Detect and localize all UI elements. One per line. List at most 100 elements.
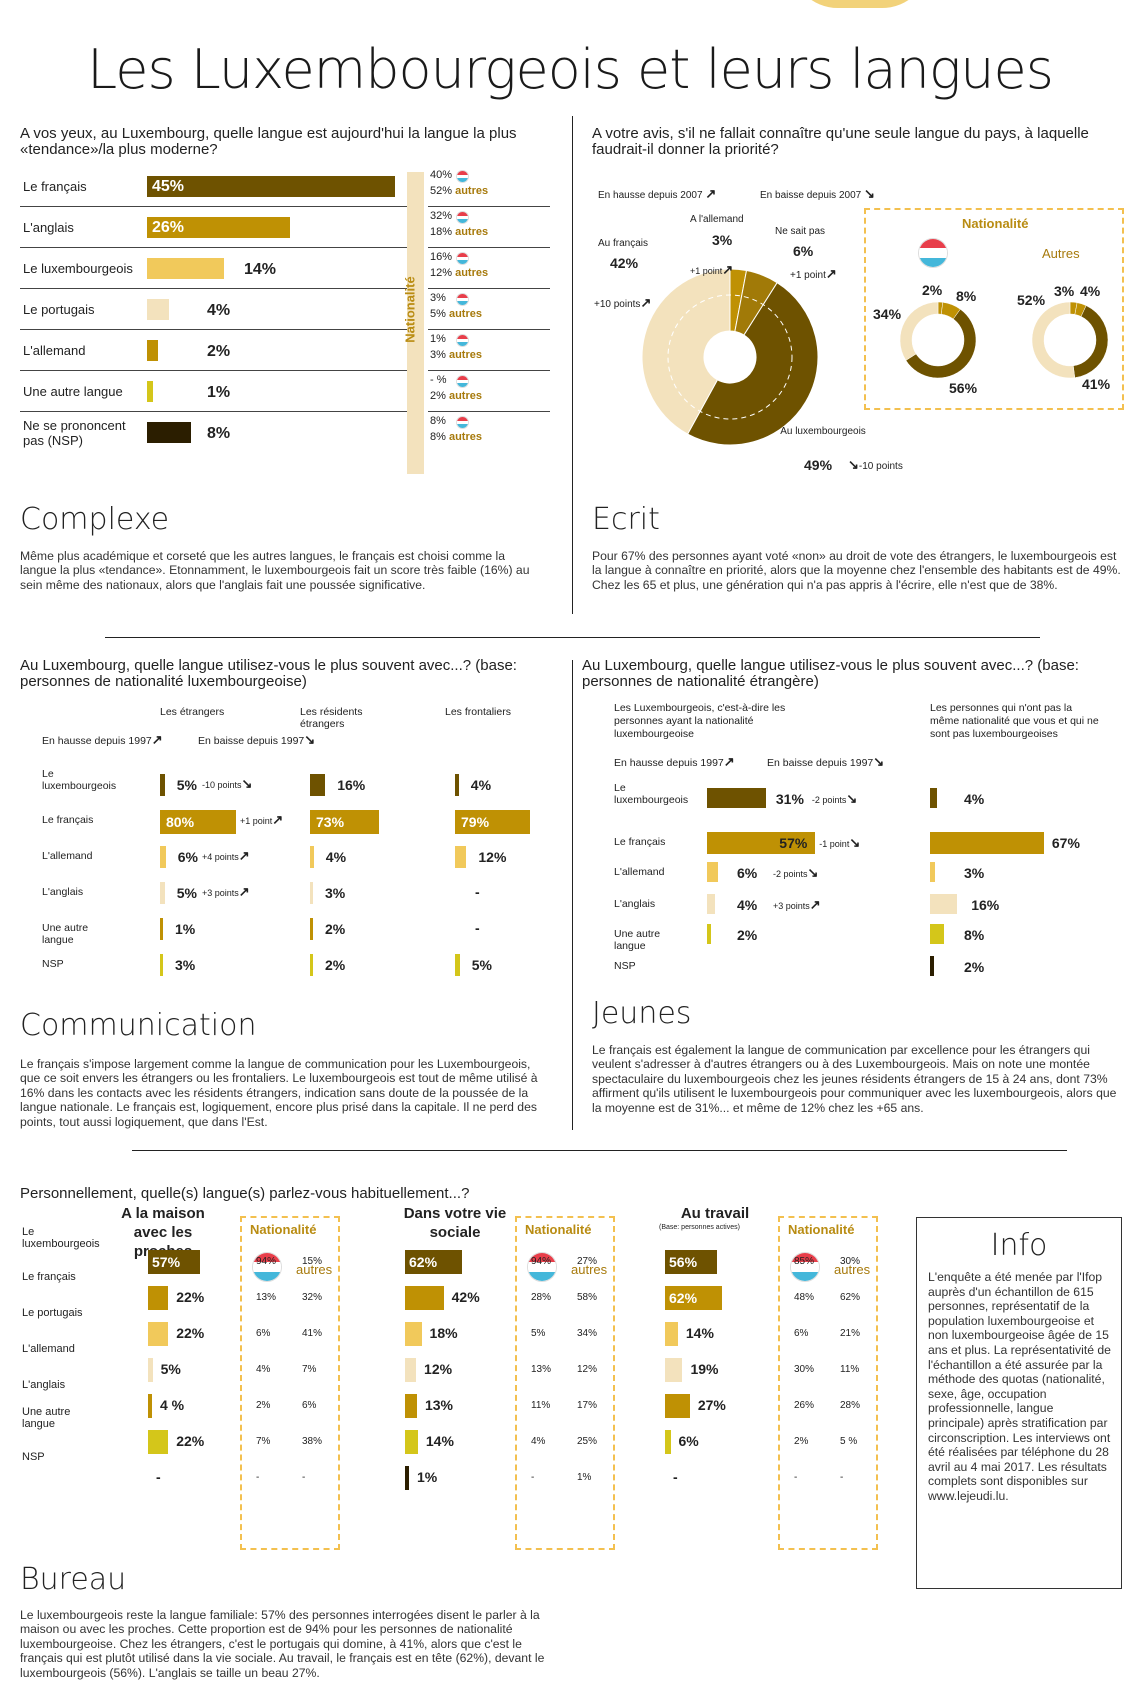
s2-nsp-value: 6% — [793, 243, 814, 259]
lux-flag-icon — [790, 1252, 820, 1282]
s3-value: 4% — [325, 849, 347, 865]
s5-label-2: Le portugais — [22, 1307, 83, 1319]
s2-aut-d3: 4% — [1080, 283, 1101, 299]
s4-bar-a — [707, 862, 719, 882]
s4-value-a: 2% — [737, 927, 758, 943]
s5-bar — [665, 1430, 671, 1454]
s4-bar-b — [930, 894, 958, 914]
s4-text: Le français est également la langue de c… — [592, 1043, 1117, 1115]
s1-autres-word: autres — [448, 431, 482, 443]
s4-question: Au Luxembourg, quelle langue utilisez-vo… — [582, 657, 1079, 690]
pie-slice-luxembourgeois — [686, 282, 819, 446]
s1-autres-word: autres — [448, 349, 482, 361]
s5-heading: Bureau — [20, 1562, 127, 1597]
divider-horizontal-2 — [132, 1150, 1067, 1151]
s1-autres-line: 12% autres — [430, 267, 488, 279]
s1-autres-line: 18% autres — [430, 226, 488, 238]
divider-vertical-2 — [572, 660, 573, 1130]
s3-delta: +3 points — [202, 884, 250, 900]
s1-value: 1% — [207, 384, 231, 401]
s5-lux-value: 48% — [794, 1292, 815, 1303]
s4-hausse: En hausse depuis 1997 — [614, 756, 735, 769]
s1-autres-line: 2% autres — [430, 390, 482, 402]
s1-value: 8% — [207, 425, 231, 442]
s5-label-4: L'anglais — [22, 1379, 66, 1391]
s1-heading: Complexe — [20, 502, 170, 537]
s4-bar-a — [707, 832, 816, 854]
s4-label-3: L'anglais — [614, 898, 656, 910]
s5-lux-value: 26% — [794, 1400, 815, 1411]
s1-nat-separator — [428, 411, 550, 412]
s3-delta: +4 points — [202, 848, 250, 864]
s5-bar — [405, 1286, 444, 1310]
s2-question: A votre avis, s'il ne fallait connaître … — [592, 125, 1089, 158]
s5-autres-value: 38% — [302, 1436, 323, 1447]
s3-col-header-1: Les résidents étrangers — [300, 706, 363, 730]
s5-bar — [148, 1250, 201, 1274]
s5-value: 22% — [176, 1433, 205, 1449]
s5-bar — [665, 1286, 723, 1310]
s5-label-1: Le français — [22, 1271, 76, 1283]
s5-bar — [405, 1430, 418, 1454]
s1-nat-separator — [428, 247, 550, 248]
s3-delta-text: +1 point — [240, 816, 273, 826]
s2-allemand-value: 3% — [712, 232, 733, 248]
s3-value: 5% — [176, 777, 197, 793]
s2-nsp-label: Ne sait pas — [775, 226, 826, 237]
trend-down-icon — [242, 780, 253, 790]
s4-value-b: 2% — [964, 959, 985, 975]
s3-bar — [160, 882, 165, 904]
s2-nationalite-title: Nationalité — [962, 216, 1029, 231]
s3-bar — [160, 954, 163, 976]
s3-delta: +1 point — [240, 812, 283, 828]
s4-delta: -1 point — [819, 835, 860, 851]
s1-row-separator — [20, 411, 407, 412]
s1-autres-value: 18% — [430, 226, 456, 238]
s5-value: 27% — [697, 1397, 726, 1413]
s5-lux-value: 13% — [256, 1292, 277, 1303]
s3-bar — [310, 918, 313, 940]
s3-delta-text: -10 points — [202, 780, 242, 790]
trend-down-icon — [848, 461, 859, 472]
s5-lux-value: 85% — [794, 1256, 815, 1267]
s1-nationalite-label: Nationalité — [402, 276, 418, 343]
s4-delta: -2 points — [812, 791, 857, 807]
trend-down-icon — [873, 757, 884, 769]
s5-value: - — [673, 1469, 678, 1485]
s5-lux-value: 11% — [531, 1400, 551, 1411]
s5-nationalite-box-1 — [515, 1216, 615, 1550]
s2-aut-d1: 52% — [1017, 292, 1046, 308]
s5-value: 6% — [678, 1433, 699, 1449]
s2-nationalite-box — [864, 208, 1124, 410]
s5-lux-value: - — [531, 1472, 535, 1483]
s1-nat-separator — [428, 206, 550, 207]
s3-bar — [455, 810, 531, 834]
s5-value: 22% — [176, 1325, 205, 1341]
s4-delta-text: -2 points — [811, 795, 847, 805]
speech-bubble-decoration — [790, 0, 930, 8]
s4-label-2: L'allemand — [614, 866, 665, 878]
s5-autres-value: 25% — [577, 1436, 598, 1447]
s3-value: 6% — [177, 849, 198, 865]
s4-delta: -2 points — [773, 865, 818, 881]
s5-label-5: Une autre langue — [22, 1406, 71, 1430]
s3-label-0: Le luxembourgeois — [42, 768, 117, 792]
s4-value-b: 67% — [1051, 835, 1080, 851]
s5-lux-value: 94% — [256, 1256, 277, 1267]
s5-value: 57% — [152, 1254, 181, 1270]
info-text: L'enquête a été menée par l'Ifop auprès … — [928, 1270, 1111, 1503]
s1-autres-value: 5% — [430, 308, 449, 320]
s4-hausse-label: En hausse depuis 1997 — [614, 757, 724, 769]
s5-autres-value: 27% — [577, 1256, 598, 1267]
lux-flag-icon — [456, 252, 469, 265]
s4-value-a: 4% — [737, 897, 758, 913]
s4-label-5: NSP — [614, 960, 636, 972]
s5-value: 1% — [417, 1469, 438, 1485]
s3-bar — [455, 954, 460, 976]
divider-vertical-1 — [572, 116, 573, 614]
s5-autres-value: 30% — [840, 1256, 861, 1267]
s3-bar — [310, 882, 313, 904]
s3-bar — [310, 954, 313, 976]
s4-value-b: 8% — [964, 927, 985, 943]
s3-label-3: L'anglais — [42, 886, 84, 898]
